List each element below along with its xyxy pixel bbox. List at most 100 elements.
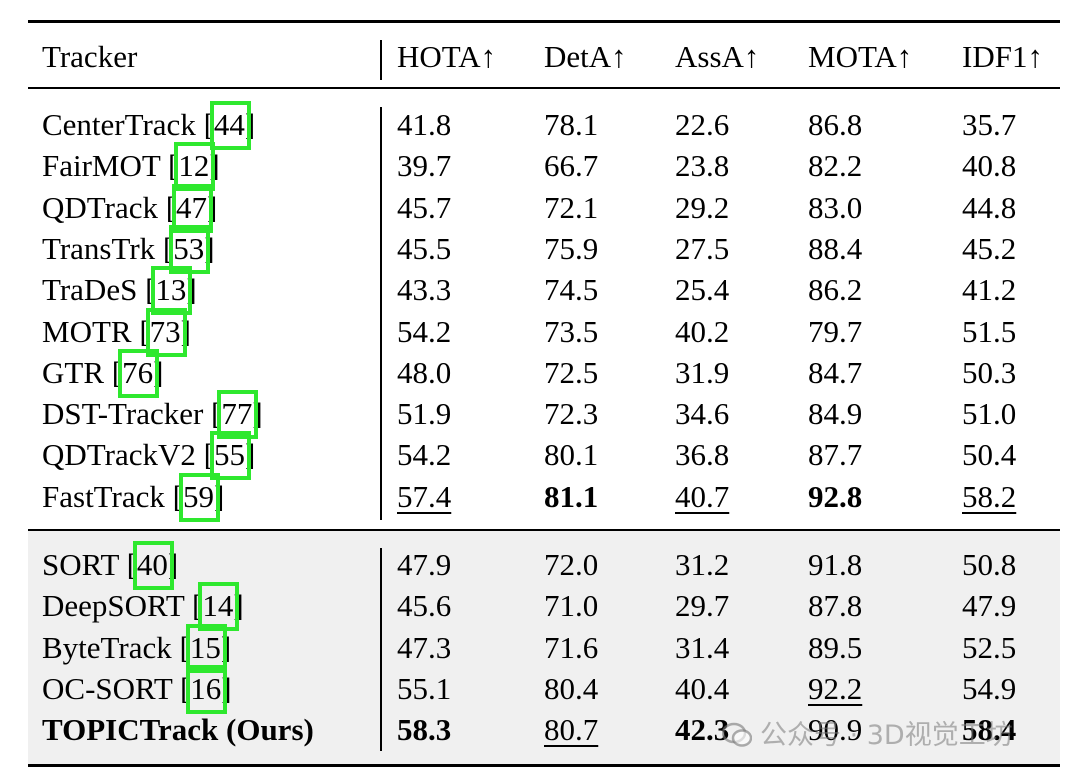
table-row: DeepSORT [14] 45.6 71.0 29.7 87.8 47.9 bbox=[0, 582, 1080, 632]
value-idf1: 58.4 bbox=[962, 712, 1017, 747]
value-assa: 31.4 bbox=[675, 629, 730, 665]
value-assa: 40.2 bbox=[675, 313, 730, 349]
value-deta: 80.4 bbox=[544, 670, 599, 706]
citation-ref: 47 bbox=[172, 183, 214, 233]
value-idf1: 50.8 bbox=[962, 547, 1017, 582]
citation-close-bracket: ] bbox=[153, 354, 164, 390]
tracker-name: OC-SORT [16] bbox=[42, 664, 232, 714]
group2-column-divider bbox=[380, 548, 382, 751]
value-assa: 31.9 bbox=[675, 354, 730, 390]
value-assa: 29.7 bbox=[675, 588, 730, 624]
value-hota: 54.2 bbox=[397, 313, 452, 349]
value-idf1: 50.4 bbox=[962, 437, 1017, 473]
header-mota: MOTA↑ bbox=[808, 39, 913, 74]
header-assa: AssA↑ bbox=[675, 39, 760, 74]
header-tracker: Tracker bbox=[42, 39, 138, 74]
value-hota: 48.0 bbox=[397, 354, 452, 390]
table-row: ByteTrack [15] 47.3 71.6 31.4 89.5 52.5 bbox=[0, 623, 1080, 673]
table-row: GTR [76] 48.0 72.5 31.9 84.7 50.3 bbox=[0, 348, 1080, 398]
citation-close-bracket: ] bbox=[221, 670, 232, 706]
tracker-label: SORT [ bbox=[42, 547, 137, 582]
value-idf1: 51.5 bbox=[962, 313, 1017, 349]
value-hota: 39.7 bbox=[397, 148, 452, 184]
tracker-name: TOPICTrack (Ours) bbox=[42, 712, 314, 747]
citation-number: 44 bbox=[213, 107, 245, 142]
citation-ref: 12 bbox=[174, 142, 216, 192]
tracker-name: FastTrack [59] bbox=[42, 472, 224, 522]
tracker-label: TransTrk [ bbox=[42, 230, 174, 266]
value-deta: 71.0 bbox=[544, 588, 599, 624]
tracker-name: TransTrk [53] bbox=[42, 224, 215, 274]
citation-ref: 76 bbox=[118, 348, 160, 398]
value-assa: 29.2 bbox=[675, 189, 730, 225]
table-row: FastTrack [59] 57.4 81.1 40.7 92.8 58.2 bbox=[0, 472, 1080, 522]
tracker-label: QDTrackV2 [ bbox=[42, 437, 214, 473]
value-hota: 58.3 bbox=[397, 712, 452, 747]
citation-close-bracket: ] bbox=[209, 148, 220, 184]
table-row: SORT [40] 47.9 72.0 31.2 91.8 50.8 bbox=[0, 541, 1080, 590]
value-hota: 47.9 bbox=[397, 547, 452, 582]
value-idf1: 52.5 bbox=[962, 629, 1017, 665]
tracker-label: FastTrack [ bbox=[42, 478, 183, 514]
value-mota: 87.7 bbox=[808, 437, 863, 473]
value-assa: 23.8 bbox=[675, 148, 730, 184]
table-row: DST-Tracker [77] 51.9 72.3 34.6 84.9 51.0 bbox=[0, 390, 1080, 440]
value-idf1: 40.8 bbox=[962, 148, 1017, 184]
table-row: FairMOT [12] 39.7 66.7 23.8 82.2 40.8 bbox=[0, 142, 1080, 192]
header-column-divider bbox=[380, 40, 382, 80]
value-deta: 81.1 bbox=[544, 478, 599, 514]
value-hota: 45.6 bbox=[397, 588, 452, 624]
value-idf1: 50.3 bbox=[962, 354, 1017, 390]
tracker-name: QDTrackV2 [55] bbox=[42, 431, 256, 481]
table-row-ours: TOPICTrack (Ours) 58.3 80.7 42.3 90.9 58… bbox=[0, 709, 1080, 750]
value-hota: 45.7 bbox=[397, 189, 452, 225]
header-deta: DetA↑ bbox=[544, 39, 627, 74]
value-mota: 91.8 bbox=[808, 547, 863, 582]
value-deta: 72.5 bbox=[544, 354, 599, 390]
tracker-name: DeepSORT [14] bbox=[42, 582, 244, 632]
value-assa: 34.6 bbox=[675, 396, 730, 432]
citation-ref: 44 bbox=[209, 101, 251, 150]
value-assa: 25.4 bbox=[675, 272, 730, 308]
table-row: MOTR [73] 54.2 73.5 40.2 79.7 51.5 bbox=[0, 307, 1080, 357]
tracker-label: QDTrack [ bbox=[42, 189, 177, 225]
citation-number: 73 bbox=[149, 313, 181, 349]
citation-close-bracket: ] bbox=[244, 437, 256, 473]
header-idf1: IDF1↑ bbox=[962, 39, 1043, 74]
value-deta: 71.6 bbox=[544, 629, 599, 665]
tracker-label: TraDeS [ bbox=[42, 272, 156, 308]
tracker-label: GTR [ bbox=[42, 354, 123, 390]
value-assa: 40.4 bbox=[675, 670, 730, 706]
value-deta: 80.1 bbox=[544, 437, 599, 473]
table-row: QDTrack [47] 45.7 72.1 29.2 83.0 44.8 bbox=[0, 183, 1080, 233]
value-assa: 36.8 bbox=[675, 437, 730, 473]
citation-close-bracket: ] bbox=[252, 396, 263, 432]
table-top-rule bbox=[28, 20, 1060, 23]
value-hota: 43.3 bbox=[397, 272, 452, 308]
tracker-label: DeepSORT [ bbox=[42, 588, 203, 624]
value-hota: 47.3 bbox=[397, 629, 452, 665]
value-mota: 82.2 bbox=[808, 148, 863, 184]
value-deta: 78.1 bbox=[544, 107, 599, 142]
value-deta: 80.7 bbox=[544, 712, 599, 747]
citation-ref: 73 bbox=[145, 307, 187, 357]
citation-number: 16 bbox=[190, 670, 222, 706]
table-row: TraDeS [13] 43.3 74.5 25.4 86.2 41.2 bbox=[0, 266, 1080, 316]
watermark-text: 公众号 · 3D视觉工坊 bbox=[760, 720, 1013, 751]
citation-number: 55 bbox=[213, 437, 245, 473]
table-row: CenterTrack [44] 41.8 78.1 22.6 86.8 35.7 bbox=[0, 101, 1080, 150]
citation-close-bracket: ] bbox=[180, 313, 191, 349]
citation-close-bracket: ] bbox=[186, 272, 197, 308]
citation-ref: 15 bbox=[185, 623, 227, 673]
value-assa: 31.2 bbox=[675, 547, 730, 582]
value-mota: 84.9 bbox=[808, 396, 863, 432]
value-idf1: 54.9 bbox=[962, 670, 1017, 706]
value-mota: 92.8 bbox=[808, 478, 863, 514]
tracker-label: ByteTrack [ bbox=[42, 629, 190, 665]
citation-ref: 55 bbox=[209, 431, 251, 481]
value-deta: 72.1 bbox=[544, 189, 599, 225]
value-mota: 79.7 bbox=[808, 313, 863, 349]
citation-ref: 16 bbox=[186, 664, 228, 714]
table-row: OC-SORT [16] 55.1 80.4 40.4 92.2 54.9 bbox=[0, 664, 1080, 714]
citation-number: 40 bbox=[136, 547, 168, 582]
